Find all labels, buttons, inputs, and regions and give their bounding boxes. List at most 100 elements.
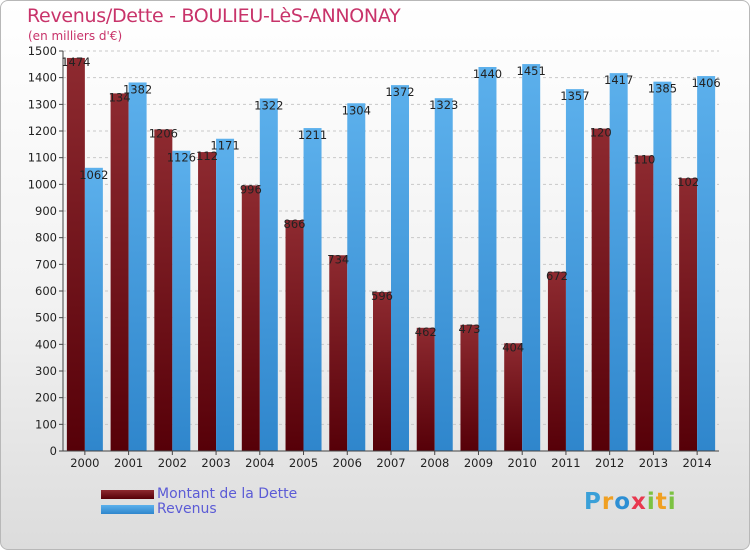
value-label-revenue: 1357	[560, 89, 589, 103]
bar-debt	[547, 271, 566, 451]
value-label-debt: 734	[327, 252, 349, 266]
logo-letter: o	[614, 489, 632, 515]
logo-letter: P	[584, 489, 602, 515]
y-tick-label: 600	[35, 284, 57, 298]
y-tick-label: 700	[35, 257, 57, 271]
value-label-revenue: 1382	[123, 82, 152, 96]
x-tick-label: 2001	[114, 456, 143, 470]
bar-debt	[635, 155, 654, 452]
proxiti-logo: Proxiti	[584, 489, 677, 515]
x-tick-label: 2006	[333, 456, 362, 470]
bars	[66, 57, 716, 452]
value-label-debt: 404	[502, 340, 524, 354]
y-tick-label: 500	[35, 311, 57, 325]
bar-revenue	[697, 76, 716, 452]
y-tick-label: 1300	[28, 97, 57, 111]
y-tick-label: 800	[35, 231, 57, 245]
y-tick-label: 1200	[28, 124, 57, 138]
bar-debt	[504, 343, 523, 451]
value-label-revenue: 1440	[473, 67, 502, 81]
bar-revenue	[259, 98, 278, 451]
bar-revenue	[84, 167, 103, 452]
bar-debt	[373, 292, 391, 451]
legend-swatch-debt	[101, 490, 154, 499]
value-label-revenue: 1406	[691, 76, 720, 90]
x-tick-label: 2011	[551, 456, 580, 470]
x-tick-label: 2013	[639, 456, 668, 470]
value-label-revenue: 1451	[517, 64, 546, 78]
value-label-debt: 462	[415, 325, 437, 339]
bar-revenue	[565, 89, 584, 451]
bar-debt	[241, 185, 260, 451]
x-tick-label: 2007	[376, 456, 405, 470]
bar-debt	[285, 220, 304, 451]
x-tick-label: 2004	[245, 456, 274, 470]
bar-revenue	[478, 67, 497, 451]
bar-revenue	[216, 138, 235, 451]
value-label-debt: 110	[633, 153, 655, 167]
y-tick-label: 400	[35, 337, 57, 351]
bar-debt	[198, 152, 217, 452]
chart-title: Revenus/Dette - BOULIEU-LèS-ANNONAY	[27, 5, 401, 27]
bar-revenue	[609, 73, 628, 451]
value-label-revenue: 1126	[167, 151, 196, 165]
x-tick-label: 2010	[508, 456, 537, 470]
value-label-debt: 134	[109, 90, 131, 104]
bar-revenue	[522, 64, 541, 452]
bar-revenue	[303, 128, 322, 452]
legend-swatch-revenue	[101, 505, 154, 514]
logo-letter: r	[601, 489, 615, 515]
value-label-revenue: 1385	[648, 82, 677, 96]
x-tick-label: 2014	[682, 456, 711, 470]
bar-revenue	[653, 81, 672, 452]
y-tick-label: 1500	[28, 44, 57, 58]
x-tick-label: 2000	[70, 456, 99, 470]
bar-revenue	[391, 85, 409, 451]
y-tick-label: 0	[50, 444, 57, 458]
value-label-revenue: 1304	[342, 103, 371, 117]
axes: 0 100 200 300 400 500 600 700 800 900 1000 1100 1200…	[28, 44, 719, 470]
value-label-debt: 473	[458, 322, 480, 336]
bar-debt	[460, 324, 479, 451]
value-label-revenue: 1171	[210, 139, 239, 153]
y-tick-label: 200	[35, 391, 57, 405]
x-tick-label: 2002	[158, 456, 187, 470]
x-tick-label: 2009	[464, 456, 493, 470]
legend-label-debt: Montant de la Dette	[157, 486, 298, 502]
bar-revenue	[434, 98, 453, 451]
x-tick-label: 2005	[289, 456, 318, 470]
x-tick-label: 2008	[420, 456, 449, 470]
bar-debt	[679, 178, 698, 451]
y-tick-label: 300	[35, 364, 57, 378]
y-tick-label: 100	[35, 417, 57, 431]
value-label-revenue: 1323	[429, 98, 458, 112]
bar-debt	[416, 327, 435, 451]
bar-debt	[591, 128, 610, 451]
bar-debt	[66, 57, 85, 451]
x-tick-label: 2012	[595, 456, 624, 470]
y-tick-label: 1400	[28, 71, 57, 85]
value-label-revenue: 1211	[298, 128, 327, 142]
value-label-debt: 102	[677, 175, 699, 189]
y-tick-label: 900	[35, 204, 57, 218]
value-label-debt: 120	[590, 126, 612, 140]
value-label-debt: 596	[371, 289, 393, 303]
logo-letter: i	[646, 489, 656, 515]
y-tick-label: 1000	[28, 177, 57, 191]
value-label-debt: 1206	[149, 126, 178, 140]
value-label-revenue: 1372	[385, 85, 414, 99]
bar-revenue	[347, 103, 366, 452]
logo-letter: t	[655, 489, 668, 515]
bar-debt	[154, 129, 173, 451]
x-tick-label: 2003	[201, 456, 230, 470]
value-label-debt: 866	[284, 217, 306, 231]
bar-debt	[329, 255, 348, 451]
logo-letter: x	[631, 489, 647, 515]
legend-label-revenue: Revenus	[157, 501, 217, 517]
value-label-revenue: 1062	[79, 168, 108, 182]
value-label-revenue: 1322	[254, 98, 283, 112]
bar-revenue	[128, 82, 147, 451]
